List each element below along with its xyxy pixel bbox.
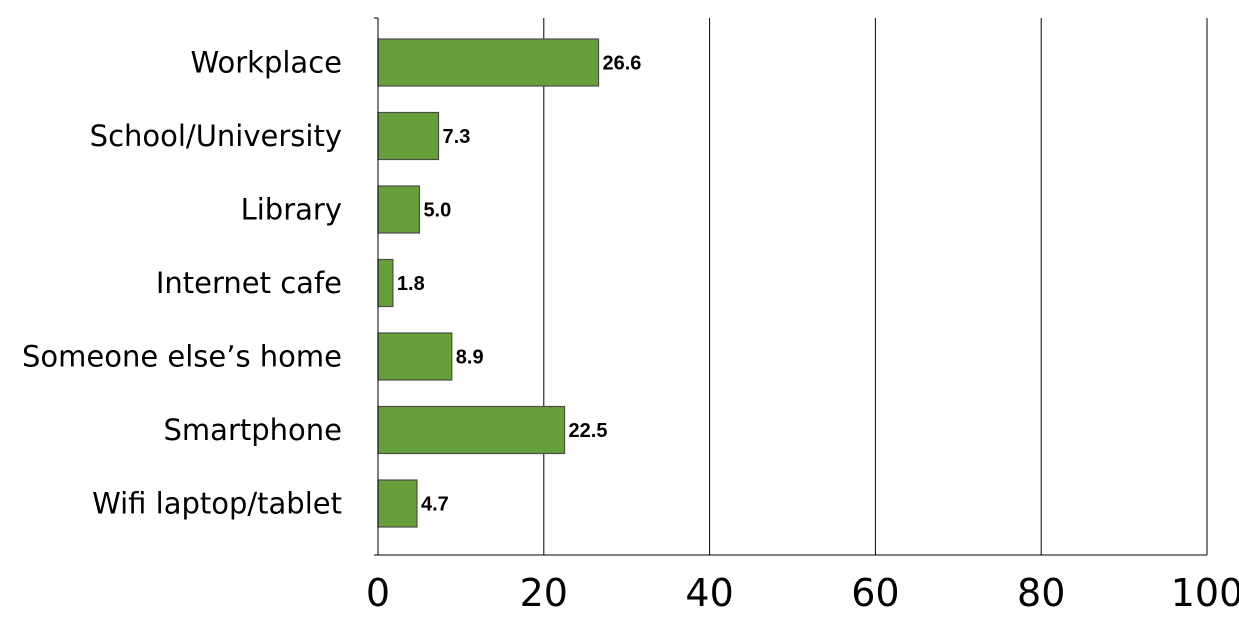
bar-library bbox=[377, 185, 421, 234]
bar-workplace bbox=[377, 38, 600, 87]
x-tick-label-80: 80 bbox=[1017, 571, 1065, 615]
bar-internet-cafe bbox=[377, 258, 394, 308]
x-tick-label-0: 0 bbox=[366, 571, 390, 615]
category-label-internet-cafe: Internet cafe bbox=[156, 266, 342, 300]
category-label-wifi-laptop-tablet: Wifi laptop/tablet bbox=[92, 487, 342, 521]
category-label-smartphone: Smartphone bbox=[164, 413, 342, 447]
data-label-wifi-laptop-tablet: 4.7 bbox=[421, 494, 449, 516]
category-label-workplace: Workplace bbox=[191, 46, 342, 80]
y-axis bbox=[374, 17, 1207, 556]
data-labels: 26.6 7.3 5.0 1.8 8.9 22.5 4.7 bbox=[397, 53, 642, 516]
x-tick-label-20: 20 bbox=[520, 571, 568, 615]
x-tick-labels: 0 20 40 60 80 100 bbox=[366, 571, 1239, 615]
x-tick-label-60: 60 bbox=[851, 571, 899, 615]
bar-smartphone bbox=[377, 405, 566, 455]
category-label-school-university: School/University bbox=[90, 119, 342, 153]
bar-wifi-laptop-tablet bbox=[377, 479, 418, 528]
data-label-school-university: 7.3 bbox=[443, 126, 471, 148]
category-label-library: Library bbox=[241, 193, 342, 227]
gridlines bbox=[543, 18, 1208, 555]
x-tick-label-100: 100 bbox=[1171, 571, 1239, 615]
data-label-someone-else-s-home: 8.9 bbox=[456, 347, 484, 369]
category-label-someone-else-s-home: Someone else’s home bbox=[22, 340, 342, 374]
data-label-internet-cafe: 1.8 bbox=[397, 273, 425, 295]
data-label-workplace: 26.6 bbox=[603, 53, 642, 75]
data-label-smartphone: 22.5 bbox=[569, 420, 608, 442]
x-tick-label-40: 40 bbox=[685, 571, 733, 615]
bar-someone-else-s-home bbox=[377, 332, 453, 381]
category-labels: Workplace School/University Library Interne… bbox=[22, 46, 342, 521]
bar-school-university bbox=[377, 111, 440, 161]
data-label-library: 5.0 bbox=[423, 200, 451, 222]
